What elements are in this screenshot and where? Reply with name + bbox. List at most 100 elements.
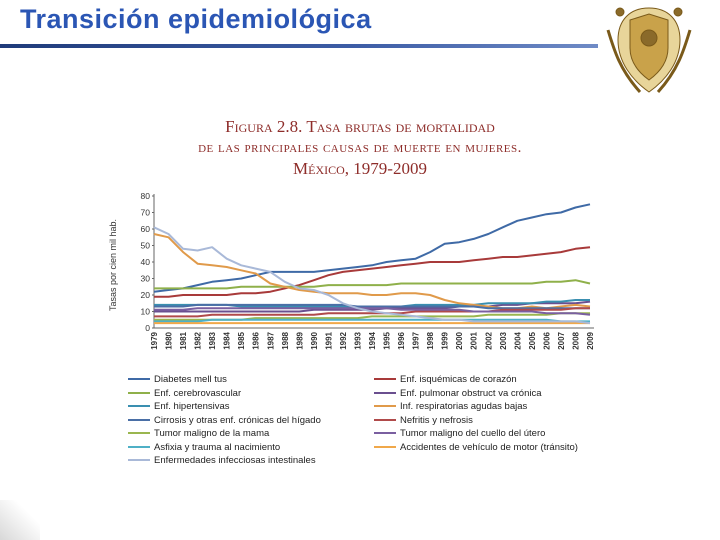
legend-label: Nefritis y nefrosis xyxy=(400,414,473,426)
x-tick-label: 1997 xyxy=(412,331,421,349)
legend-swatch xyxy=(128,432,150,435)
corner-decoration xyxy=(0,500,40,540)
legend-label: Enf. cerebrovascular xyxy=(154,387,242,399)
legend-item: Accidentes de vehículo de motor (tránsit… xyxy=(374,442,578,454)
legend-swatch xyxy=(128,445,150,448)
series-line-6 xyxy=(153,233,591,310)
x-tick-label: 1998 xyxy=(426,331,435,349)
legend-swatch xyxy=(128,405,150,408)
series-line-3 xyxy=(154,279,591,290)
x-tick-label: 2007 xyxy=(557,331,566,349)
x-tick-label: 1988 xyxy=(281,331,290,349)
legend-swatch xyxy=(374,432,396,435)
x-tick-label: 1990 xyxy=(310,331,319,349)
legend-label: Enfermedades infecciosas intestinales xyxy=(154,455,316,466)
series-line-1 xyxy=(153,203,591,293)
y-tick-label: 10 xyxy=(141,307,151,317)
legend-item: Asfixia y trauma al nacimiento xyxy=(128,442,280,454)
legend-swatch xyxy=(128,391,150,394)
legend-item: Tumor maligno de la mama xyxy=(128,428,269,440)
legend-label: Enf. pulmonar obstruct va crónica xyxy=(400,387,542,399)
series-line-13 xyxy=(153,226,591,325)
y-tick-label: 80 xyxy=(141,191,151,201)
legend-label: Asfixia y trauma al nacimiento xyxy=(154,441,281,453)
x-tick-label: 1999 xyxy=(441,331,450,349)
legend-swatch xyxy=(374,405,396,408)
x-tick-label: 2005 xyxy=(528,331,537,349)
x-tick-label: 2008 xyxy=(571,331,580,349)
legend-swatch xyxy=(374,391,396,394)
y-tick-label: 20 xyxy=(141,290,151,300)
legend-label: Inf. respiratorias agudas bajas xyxy=(400,401,528,412)
legend-item: Cirrosis y otras enf. crónicas del hígad… xyxy=(128,415,321,427)
legend-item: Enf. hipertensivas xyxy=(128,401,230,413)
legend-swatch xyxy=(128,378,150,381)
x-tick-label: 1989 xyxy=(295,331,304,349)
x-tick-label: 2002 xyxy=(484,331,493,349)
series-line-4 xyxy=(154,300,591,313)
x-tick-label: 1986 xyxy=(252,331,261,349)
legend-item: Enf. cerebrovascular xyxy=(128,388,241,400)
figure-title-line3: México, 1979-2009 xyxy=(293,159,427,178)
y-tick-label: 70 xyxy=(141,208,151,218)
series-line-8 xyxy=(154,307,590,318)
series-line-7 xyxy=(154,303,590,310)
x-tick-label: 1992 xyxy=(339,331,348,349)
legend-swatch xyxy=(128,459,150,462)
x-tick-label: 1993 xyxy=(353,331,362,349)
x-tick-label: 1979 xyxy=(150,331,159,349)
legend-label: Tumor maligno de la mama xyxy=(154,428,270,439)
x-tick-label: 1982 xyxy=(194,331,203,349)
series-line-11 xyxy=(154,318,590,323)
slide-title: Transición epidemiológica xyxy=(20,4,372,34)
x-tick-label: 2006 xyxy=(542,331,551,349)
legend-swatch xyxy=(374,418,396,421)
university-crest-logo xyxy=(606,7,692,94)
series-line-2 xyxy=(154,246,591,298)
x-tick-label: 2009 xyxy=(586,331,595,349)
legend-label: Diabetes mell tus xyxy=(154,374,227,385)
x-tick-label: 2003 xyxy=(499,331,508,349)
legend-label: Accidentes de vehículo de motor (tránsit… xyxy=(400,441,578,453)
legend-label: Tumor maligno del cuello del útero xyxy=(400,428,546,439)
x-tick-label: 1996 xyxy=(397,331,406,349)
figure-title-line2: de las principales causas de muerte en m… xyxy=(198,140,522,156)
x-tick-label: 1994 xyxy=(368,331,377,349)
legend-item: Nefritis y nefrosis xyxy=(374,415,473,427)
y-axis-label: Tasas por cien mil hab. xyxy=(108,218,118,312)
x-tick-label: 1985 xyxy=(237,331,246,349)
x-tick-label: 2001 xyxy=(470,331,479,349)
legend-label: Enf. isquémicas de corazón xyxy=(400,374,517,385)
legend-item: Enf. isquémicas de corazón xyxy=(374,374,517,386)
figure-title-line1: Figura 2.8. Tasa brutas de mortalidad xyxy=(225,117,495,136)
legend-swatch xyxy=(374,445,396,448)
legend-item: Enf. pulmonar obstruct va crónica xyxy=(374,388,542,400)
x-tick-label: 1981 xyxy=(179,331,188,349)
y-tick-label: 60 xyxy=(141,224,151,234)
series-line-10 xyxy=(154,307,591,316)
legend-item: Diabetes mell tus xyxy=(128,374,227,386)
mortality-line-chart: 0 10 20 30 40 50 60 70 80 1979 1980 1981 1982 1983 198… xyxy=(141,191,595,350)
x-tick-label: 1983 xyxy=(208,331,217,349)
y-tick-label: 40 xyxy=(141,257,151,267)
x-tick-label: 1984 xyxy=(223,331,232,349)
legend-label: Enf. hipertensivas xyxy=(154,401,230,412)
figure-title: Figura 2.8. Tasa brutas de mortalidad de… xyxy=(140,116,580,180)
y-tick-label: 50 xyxy=(141,241,151,251)
legend-swatch xyxy=(128,418,150,421)
x-tick-label: 1987 xyxy=(266,331,275,349)
legend-swatch xyxy=(374,378,396,381)
x-tick-label: 2004 xyxy=(513,331,522,349)
y-tick-label: 30 xyxy=(141,274,151,284)
legend-item: Inf. respiratorias agudas bajas xyxy=(374,401,527,413)
x-tick-label: 2000 xyxy=(455,331,464,349)
x-tick-label: 1980 xyxy=(165,331,174,349)
slide-header: Transición epidemiológica xyxy=(0,0,720,48)
legend-item: Enfermedades infecciosas intestinales xyxy=(128,455,316,467)
legend-label: Cirrosis y otras enf. crónicas del hígad… xyxy=(154,414,321,426)
legend-item: Tumor maligno del cuello del útero xyxy=(374,428,545,440)
header-rule xyxy=(0,44,598,48)
y-tick-label: 0 xyxy=(145,323,150,333)
x-tick-label: 1991 xyxy=(324,331,333,349)
x-tick-label: 1995 xyxy=(383,331,392,349)
